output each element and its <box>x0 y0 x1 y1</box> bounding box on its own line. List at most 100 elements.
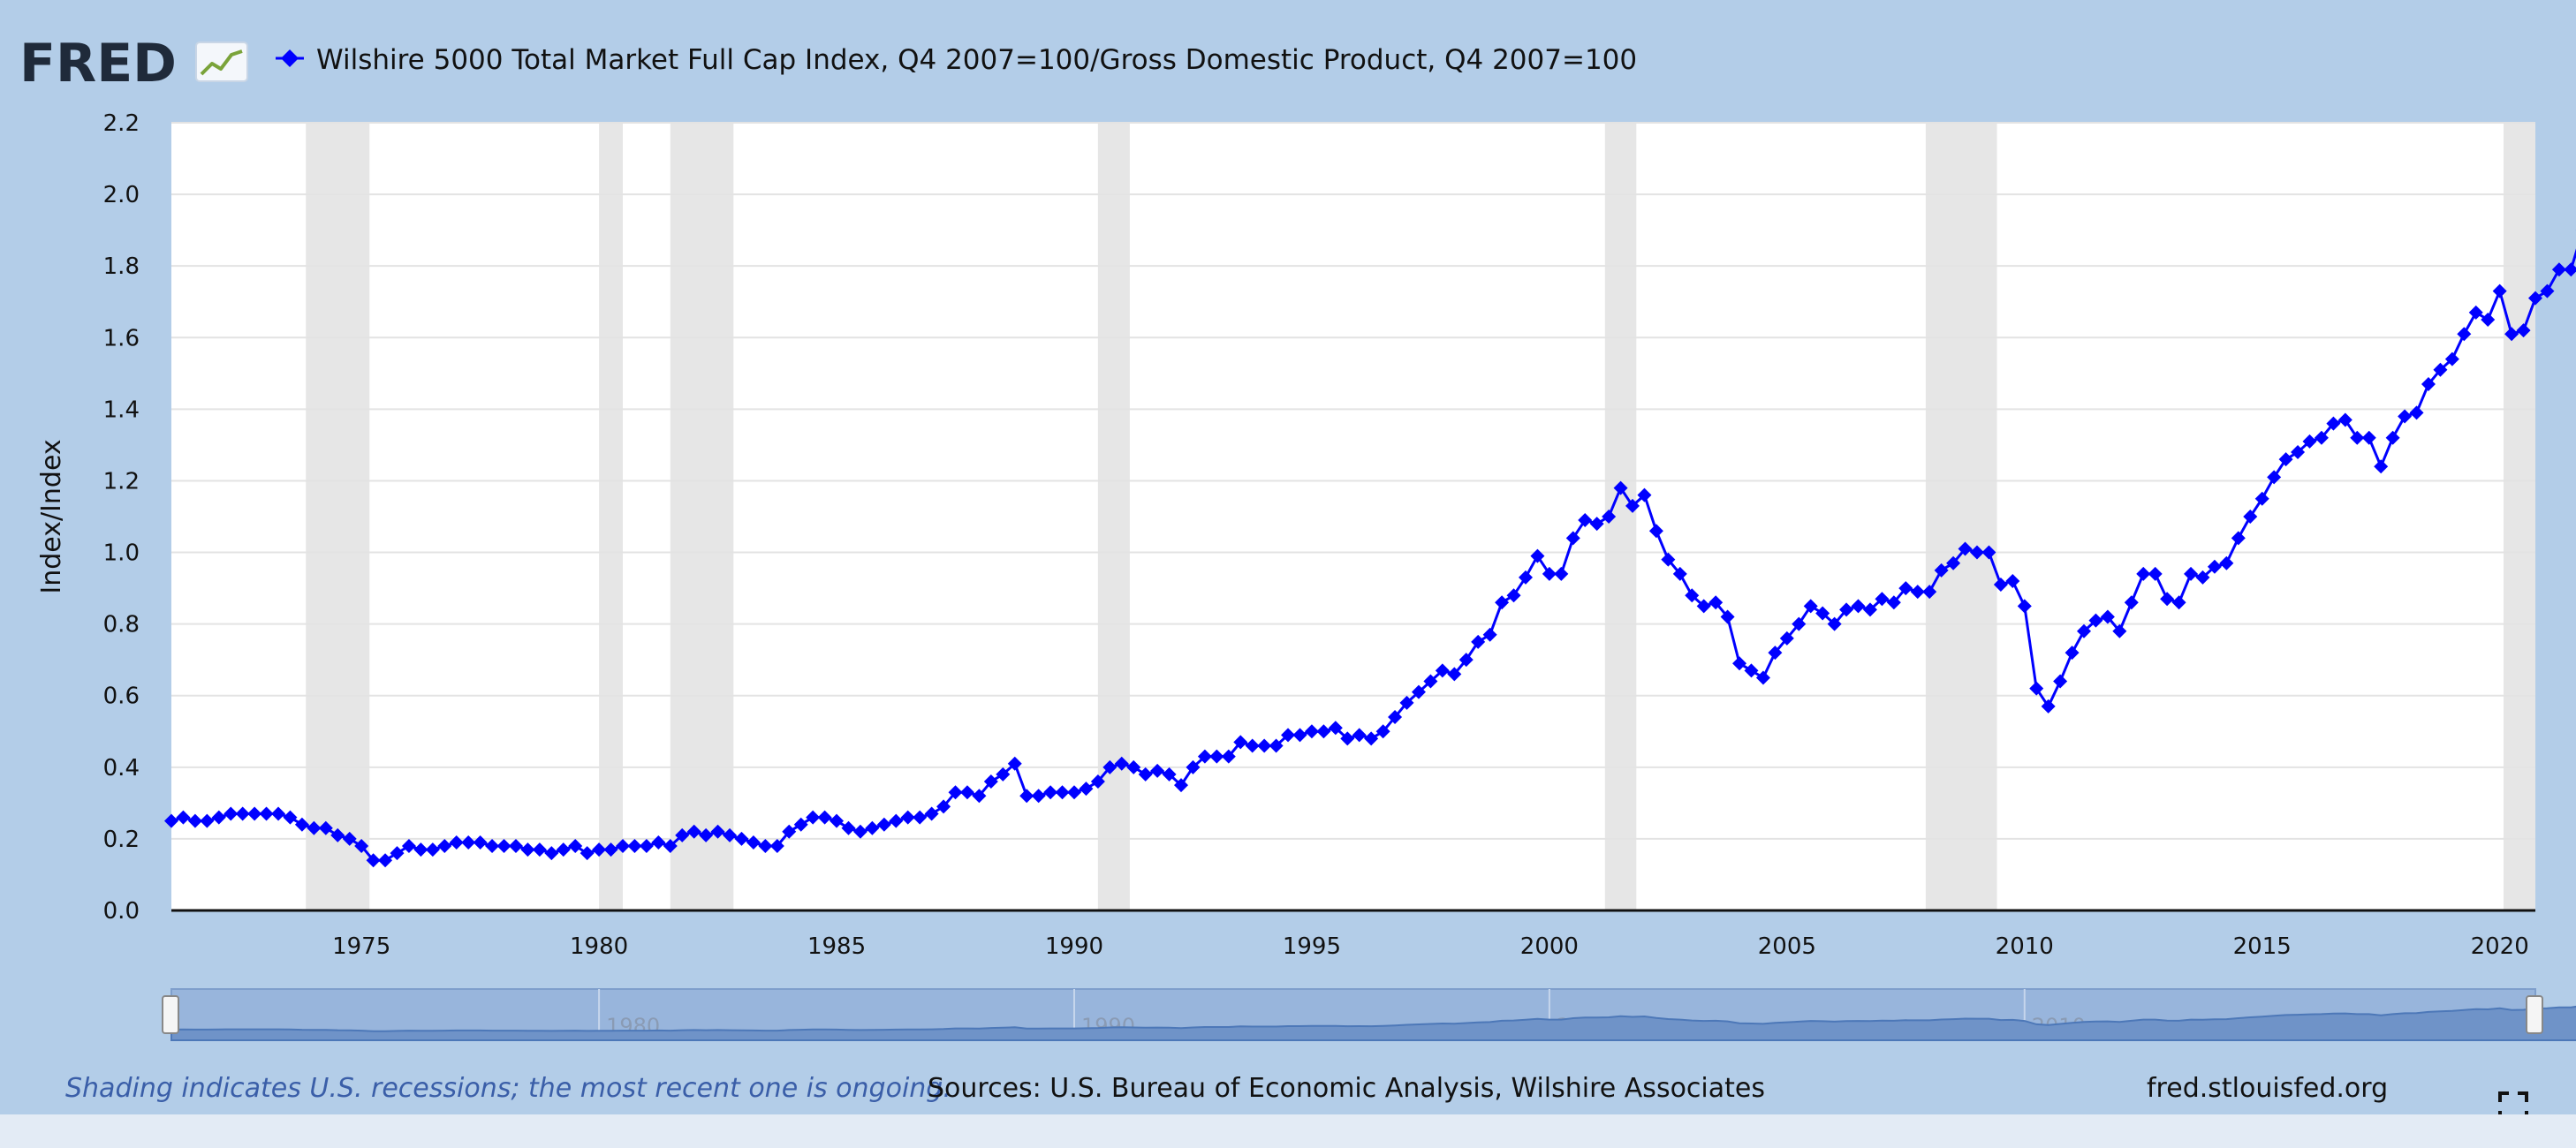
data-point[interactable] <box>1661 552 1676 567</box>
data-point[interactable] <box>889 813 904 828</box>
data-point[interactable] <box>746 835 761 850</box>
data-point[interactable] <box>1090 774 1105 789</box>
data-point[interactable] <box>2291 445 2306 460</box>
data-point[interactable] <box>1898 581 1913 596</box>
data-point[interactable] <box>1969 545 1984 560</box>
data-point[interactable] <box>1602 510 1617 524</box>
data-point[interactable] <box>1720 609 1735 624</box>
data-point[interactable] <box>1672 566 1687 581</box>
data-point[interactable] <box>1447 667 1462 682</box>
data-point[interactable] <box>1364 731 1379 746</box>
data-point[interactable] <box>1565 531 1580 546</box>
data-point[interactable] <box>1233 735 1248 750</box>
data-point[interactable] <box>1316 724 1331 739</box>
data-point[interactable] <box>830 813 845 828</box>
data-point[interactable] <box>425 842 440 857</box>
data-point[interactable] <box>2124 595 2139 610</box>
navigator-handle-left[interactable] <box>162 995 179 1034</box>
data-point[interactable] <box>1328 721 1343 736</box>
data-point[interactable] <box>211 810 226 825</box>
data-point[interactable] <box>2444 351 2459 366</box>
data-point[interactable] <box>2551 262 2566 277</box>
data-point[interactable] <box>176 810 191 825</box>
data-point[interactable] <box>675 827 690 842</box>
data-point[interactable] <box>2421 376 2436 391</box>
data-point[interactable] <box>1138 767 1153 782</box>
data-point[interactable] <box>2077 623 2092 638</box>
data-point[interactable] <box>865 820 880 835</box>
data-point[interactable] <box>1471 634 1486 649</box>
data-point[interactable] <box>224 806 239 821</box>
fred-url[interactable]: fred.stlouisfed.org <box>2147 1073 2389 1104</box>
data-point[interactable] <box>1031 789 1046 804</box>
data-point[interactable] <box>580 846 595 861</box>
navigator-handle-right[interactable] <box>2526 995 2543 1034</box>
data-point[interactable] <box>449 835 464 850</box>
data-point[interactable] <box>1648 524 1663 539</box>
data-point[interactable] <box>2207 559 2222 574</box>
data-point[interactable] <box>615 839 630 854</box>
data-point[interactable] <box>1815 606 1830 621</box>
data-point[interactable] <box>2088 613 2103 628</box>
data-point[interactable] <box>841 820 856 835</box>
data-point[interactable] <box>2361 430 2376 445</box>
data-point[interactable] <box>2017 599 2032 614</box>
data-point[interactable] <box>2278 452 2293 467</box>
data-point[interactable] <box>710 824 725 839</box>
data-point[interactable] <box>1007 756 1022 771</box>
data-point[interactable] <box>1411 684 1426 699</box>
data-point[interactable] <box>1542 566 1557 581</box>
data-point[interactable] <box>390 846 405 861</box>
data-point[interactable] <box>1506 588 1521 603</box>
data-point[interactable] <box>1399 695 1414 710</box>
data-point[interactable] <box>2160 592 2175 607</box>
data-point[interactable] <box>1495 595 1510 610</box>
data-point[interactable] <box>1981 545 1996 560</box>
data-point[interactable] <box>2148 566 2163 581</box>
legend-item[interactable]: Wilshire 5000 Total Market Full Cap Inde… <box>276 44 1637 76</box>
data-point[interactable] <box>1744 663 1759 678</box>
data-point[interactable] <box>1186 759 1201 774</box>
data-point[interactable] <box>1209 749 1224 764</box>
data-point[interactable] <box>1637 487 1652 502</box>
data-point[interactable] <box>1530 548 1545 563</box>
data-point[interactable] <box>1340 731 1355 746</box>
data-point[interactable] <box>1755 670 1770 685</box>
data-point[interactable] <box>2528 291 2542 306</box>
data-point[interactable] <box>1934 563 1949 578</box>
data-point[interactable] <box>2468 305 2483 320</box>
data-point[interactable] <box>1162 767 1177 782</box>
data-point[interactable] <box>2171 595 2186 610</box>
data-point[interactable] <box>1910 585 1925 600</box>
data-point[interactable] <box>1851 599 1866 614</box>
data-point[interactable] <box>1292 728 1307 743</box>
data-point[interactable] <box>200 813 215 828</box>
data-point[interactable] <box>2053 674 2068 689</box>
data-point[interactable] <box>1388 710 1403 725</box>
data-point[interactable] <box>1066 785 1081 800</box>
data-point[interactable] <box>461 835 476 850</box>
data-point[interactable] <box>1946 555 1961 570</box>
data-point[interactable] <box>1839 602 1854 617</box>
data-point[interactable] <box>2231 531 2246 546</box>
data-point[interactable] <box>2029 681 2044 696</box>
data-point[interactable] <box>294 817 309 832</box>
data-point[interactable] <box>1779 631 1794 646</box>
data-point[interactable] <box>508 839 523 854</box>
data-point[interactable] <box>686 824 701 839</box>
data-point[interactable] <box>2005 573 2020 588</box>
data-point[interactable] <box>413 842 428 857</box>
data-point[interactable] <box>1269 738 1284 753</box>
data-point[interactable] <box>2065 646 2080 661</box>
data-point[interactable] <box>1458 653 1474 668</box>
data-point[interactable] <box>972 789 987 804</box>
data-point[interactable] <box>1589 517 1604 532</box>
data-point[interactable] <box>913 810 928 825</box>
data-point[interactable] <box>318 820 333 835</box>
data-point[interactable] <box>2254 491 2269 506</box>
data-point[interactable] <box>378 853 393 868</box>
data-point[interactable] <box>1375 724 1390 739</box>
data-point[interactable] <box>948 785 963 800</box>
data-point[interactable] <box>354 839 369 854</box>
data-point[interactable] <box>2385 430 2400 445</box>
